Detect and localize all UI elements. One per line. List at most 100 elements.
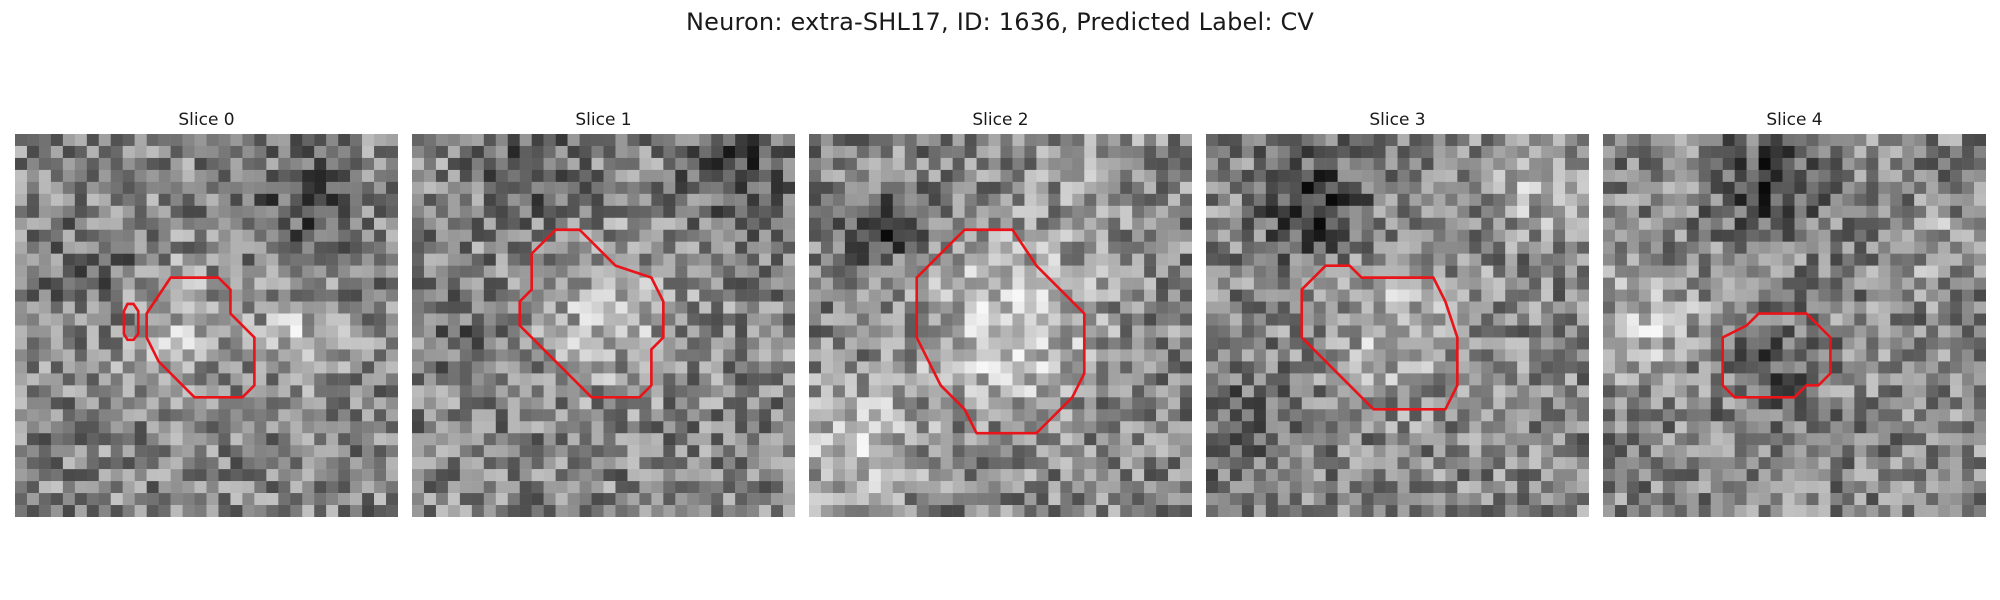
image-pixel bbox=[1565, 241, 1578, 254]
image-pixel bbox=[62, 253, 76, 266]
image-pixel bbox=[651, 421, 664, 434]
image-pixel bbox=[940, 193, 953, 207]
image-pixel bbox=[1603, 169, 1616, 183]
image-pixel bbox=[1493, 301, 1506, 314]
image-pixel bbox=[856, 361, 870, 374]
image-pixel bbox=[591, 469, 604, 482]
image-pixel bbox=[579, 193, 592, 207]
image-pixel bbox=[1000, 229, 1013, 242]
image-pixel bbox=[1529, 145, 1542, 159]
image-pixel bbox=[1385, 337, 1398, 350]
image-pixel bbox=[928, 217, 941, 230]
image-pixel bbox=[735, 229, 748, 242]
image-pixel bbox=[747, 481, 760, 494]
image-pixel bbox=[471, 205, 485, 219]
image-pixel bbox=[1349, 217, 1362, 230]
image-pixel bbox=[1132, 445, 1145, 458]
image-pixel bbox=[1902, 193, 1915, 207]
image-pixel bbox=[74, 193, 88, 207]
image-pixel bbox=[483, 325, 497, 338]
image-pixel bbox=[1397, 205, 1410, 219]
image-pixel bbox=[1457, 253, 1470, 266]
image-pixel bbox=[1481, 457, 1494, 470]
image-pixel bbox=[844, 337, 858, 350]
image-pixel bbox=[1565, 433, 1578, 446]
image-pixel bbox=[1626, 134, 1640, 147]
image-pixel bbox=[278, 313, 291, 326]
image-pixel bbox=[832, 385, 846, 398]
image-pixel bbox=[1132, 385, 1145, 398]
image-pixel bbox=[1217, 157, 1231, 171]
image-pixel bbox=[1373, 229, 1386, 242]
image-pixel bbox=[1794, 421, 1807, 434]
image-pixel bbox=[1541, 301, 1554, 314]
image-pixel bbox=[1325, 469, 1338, 482]
image-pixel bbox=[1000, 349, 1013, 362]
image-pixel bbox=[976, 469, 989, 482]
image-pixel bbox=[1902, 241, 1915, 254]
image-pixel bbox=[1313, 457, 1326, 470]
image-pixel bbox=[134, 337, 147, 350]
image-pixel bbox=[1878, 229, 1891, 242]
image-pixel bbox=[1000, 301, 1013, 314]
image-pixel bbox=[1650, 313, 1664, 326]
image-pixel bbox=[218, 361, 231, 374]
image-pixel bbox=[338, 493, 351, 506]
slice-panel-1: Slice 1 bbox=[412, 108, 795, 517]
image-pixel bbox=[50, 265, 64, 278]
image-pixel bbox=[278, 241, 291, 254]
image-pixel bbox=[1156, 265, 1169, 278]
image-pixel bbox=[1217, 469, 1231, 482]
image-pixel bbox=[1349, 469, 1362, 482]
image-pixel bbox=[62, 361, 76, 374]
image-pixel bbox=[1084, 134, 1097, 147]
image-pixel bbox=[1469, 181, 1482, 195]
image-pixel bbox=[1024, 373, 1037, 386]
image-pixel bbox=[651, 301, 664, 314]
image-pixel bbox=[567, 289, 580, 302]
image-pixel bbox=[1457, 493, 1470, 506]
image-pixel bbox=[1421, 469, 1434, 482]
image-pixel bbox=[483, 229, 497, 242]
image-pixel bbox=[278, 505, 291, 517]
image-pixel bbox=[278, 409, 291, 422]
image-pixel bbox=[194, 301, 207, 314]
image-pixel bbox=[1674, 145, 1688, 159]
image-pixel bbox=[471, 325, 485, 338]
image-pixel bbox=[820, 493, 834, 506]
image-pixel bbox=[868, 349, 882, 362]
image-pixel bbox=[1577, 253, 1589, 266]
image-pixel bbox=[1385, 505, 1398, 517]
image-pixel bbox=[1722, 301, 1735, 314]
image-pixel bbox=[892, 433, 905, 446]
image-pixel bbox=[1421, 457, 1434, 470]
image-pixel bbox=[423, 301, 437, 314]
image-pixel bbox=[1890, 157, 1903, 171]
image-pixel bbox=[1168, 265, 1181, 278]
image-pixel bbox=[50, 313, 64, 326]
image-pixel bbox=[1662, 289, 1676, 302]
image-pixel bbox=[723, 433, 736, 446]
image-pixel bbox=[1686, 349, 1699, 362]
image-pixel bbox=[386, 193, 398, 207]
image-pixel bbox=[302, 397, 315, 410]
image-pixel bbox=[771, 277, 784, 290]
image-pixel bbox=[940, 301, 953, 314]
image-pixel bbox=[1120, 469, 1133, 482]
image-pixel bbox=[555, 289, 568, 302]
image-pixel bbox=[1541, 253, 1554, 266]
image-pixel bbox=[1734, 397, 1747, 410]
image-pixel bbox=[844, 169, 858, 183]
image-pixel bbox=[904, 325, 917, 338]
image-pixel bbox=[904, 493, 917, 506]
image-pixel bbox=[856, 253, 870, 266]
image-pixel bbox=[809, 361, 822, 374]
image-pixel bbox=[988, 265, 1001, 278]
image-pixel bbox=[555, 181, 568, 195]
image-pixel bbox=[1842, 385, 1855, 398]
image-pixel bbox=[1517, 373, 1530, 386]
image-pixel bbox=[1553, 157, 1566, 171]
image-pixel bbox=[783, 241, 795, 254]
image-pixel bbox=[699, 397, 712, 410]
image-pixel bbox=[206, 481, 219, 494]
